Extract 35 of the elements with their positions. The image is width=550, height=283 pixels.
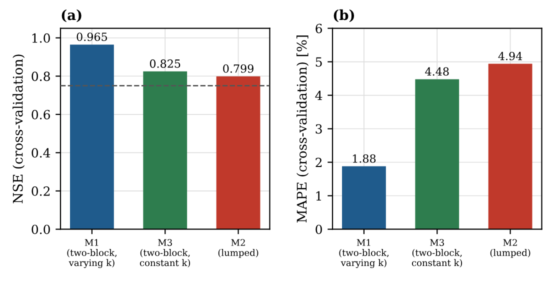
x-tick-label: M1 (two-block, varying k) — [339, 239, 389, 268]
y-tick-label: 3 — [316, 124, 322, 134]
y-axis-title: NSE (cross-validation) — [12, 54, 25, 204]
y-tick-label: 4 — [315, 90, 322, 100]
data-label: 1.88 — [352, 154, 376, 163]
x-tick-label: M2 (lumped) — [218, 239, 258, 258]
data-label: 0.965 — [76, 32, 108, 42]
bar — [70, 44, 114, 230]
y-tick-label: 6 — [316, 24, 322, 34]
bar — [216, 76, 260, 230]
y-tick-label: 1.0 — [32, 33, 50, 43]
data-label: 4.94 — [498, 52, 522, 60]
x-tick-label: M3 (two-block, constant k) — [412, 239, 462, 268]
y-tick-label: 2 — [316, 158, 322, 167]
x-tick-label: M3 (two-block, constant k) — [140, 239, 190, 268]
data-label: 0.799 — [223, 64, 254, 73]
x-tick-label: M2 (lumped) — [490, 239, 530, 258]
bar — [415, 79, 460, 230]
y-tick-label: 0.0 — [32, 224, 50, 234]
x-tick-label: M1 (two-block, varying k) — [67, 239, 117, 268]
bar — [488, 64, 532, 230]
bar — [342, 166, 386, 230]
y-tick-label: 0.8 — [32, 72, 50, 82]
y-tick-label: 5 — [316, 57, 322, 67]
y-tick-label: 0.4 — [32, 148, 50, 158]
y-tick-label: 0.6 — [32, 110, 50, 120]
data-label: 4.48 — [425, 67, 449, 76]
y-tick-label: 1 — [316, 191, 322, 200]
chart-title: (b) — [334, 9, 354, 22]
y-tick-label: 0.2 — [32, 186, 50, 196]
y-tick-label: 0 — [316, 224, 322, 234]
bar — [143, 71, 188, 230]
data-label: 0.825 — [150, 59, 180, 68]
chart-title: (a) — [62, 9, 82, 22]
y-axis-title: MAPE (cross-validation) [%] — [296, 36, 309, 222]
